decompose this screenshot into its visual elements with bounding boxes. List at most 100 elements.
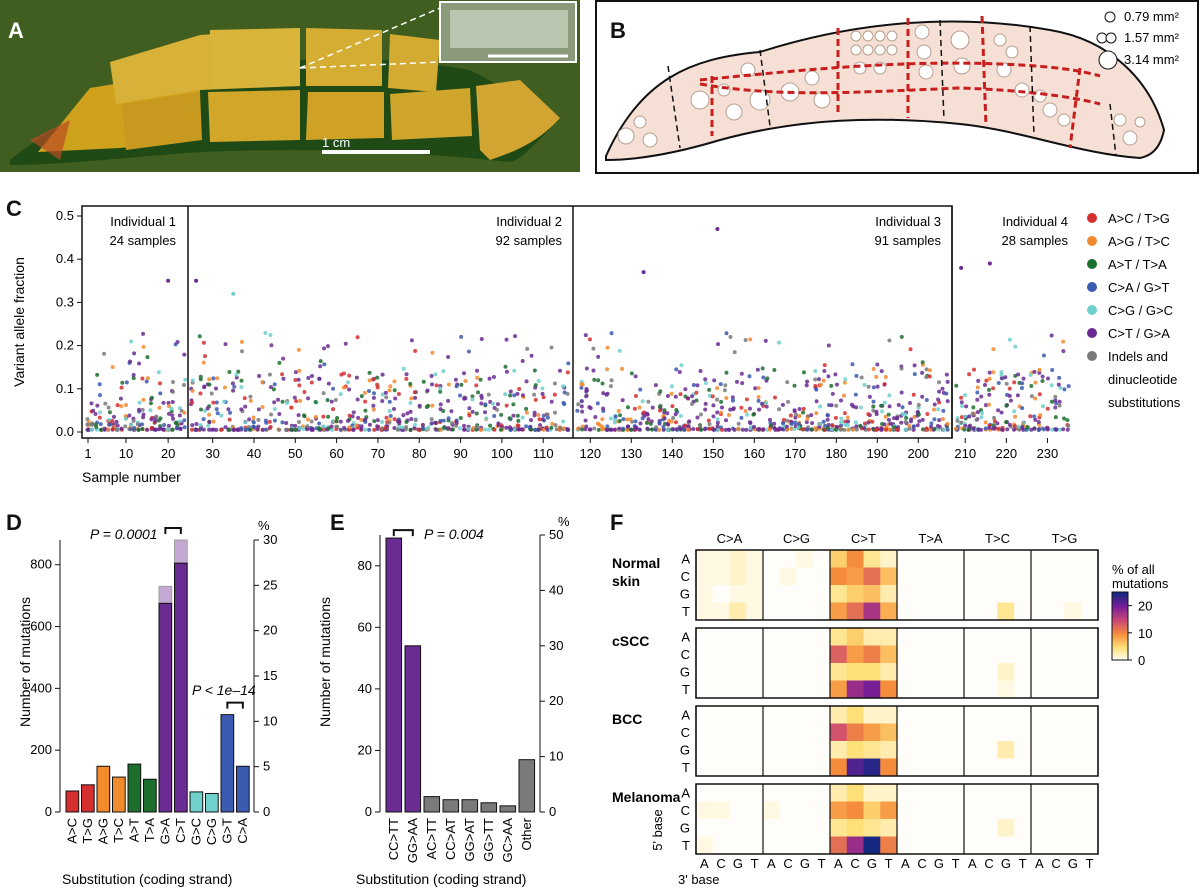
data-point (920, 360, 925, 365)
data-point (777, 340, 782, 345)
data-point (372, 427, 377, 432)
data-point (297, 383, 302, 388)
heatmap-cell (930, 645, 948, 664)
heatmap-cell (830, 801, 848, 820)
data-point (226, 407, 231, 412)
heatmap-cell (1064, 723, 1082, 742)
three-prime-base-label: A (1035, 856, 1044, 871)
data-point (805, 416, 810, 421)
data-point (354, 375, 359, 380)
data-point (120, 380, 125, 385)
heatmap-cell (930, 706, 948, 724)
heatmap-cell (1081, 663, 1099, 681)
data-point (462, 371, 467, 376)
data-point (1020, 406, 1025, 411)
data-point (871, 408, 876, 413)
x-tick-label: A>T (126, 818, 141, 842)
heatmap-cell (1031, 741, 1049, 759)
colorbar-title-line-1: % of all (1112, 562, 1155, 577)
heatmap-cell (1081, 741, 1099, 759)
bar (442, 799, 460, 813)
sample-hole (996, 62, 1012, 78)
right-tick-label: 50 (549, 527, 563, 542)
data-point (412, 426, 417, 431)
sample-hole (633, 115, 647, 129)
data-point (199, 407, 204, 412)
data-point (434, 383, 439, 388)
data-point (617, 413, 622, 418)
data-point (911, 427, 916, 432)
data-point (554, 427, 559, 432)
data-point (1056, 382, 1061, 387)
data-point (341, 371, 346, 376)
heatmap-cell (880, 550, 898, 568)
data-point (550, 421, 555, 426)
data-point (992, 425, 997, 430)
data-point (1032, 369, 1037, 374)
legend-label: C>G / G>C (1108, 303, 1173, 318)
heatmap-cell (846, 819, 864, 837)
data-point (620, 398, 625, 403)
data-point (886, 417, 891, 422)
data-point (757, 407, 762, 412)
colorbar-segment (1112, 621, 1128, 625)
sample-hole (874, 44, 886, 56)
data-point (920, 370, 925, 375)
data-point (355, 397, 360, 402)
right-tick-label: 20 (263, 623, 277, 638)
heatmap-cell (763, 645, 781, 664)
heatmap-cell (964, 663, 982, 681)
data-point (838, 398, 843, 403)
data-point (645, 426, 650, 431)
data-point (363, 408, 368, 413)
data-point (227, 369, 232, 374)
bar (112, 776, 126, 813)
heatmap-cell (846, 680, 864, 699)
data-point (937, 418, 942, 423)
data-point (462, 396, 467, 401)
significance-bracket (164, 527, 182, 534)
data-point (580, 382, 585, 387)
heatmap-cell (930, 567, 948, 586)
data-point (1045, 376, 1050, 381)
legend-swatch (1087, 213, 1097, 223)
data-point (703, 401, 708, 406)
data-point (1057, 403, 1062, 408)
data-point (866, 412, 871, 417)
data-point (305, 427, 310, 432)
heatmap-cell (712, 680, 730, 699)
data-point (711, 414, 716, 419)
data-point (119, 404, 124, 409)
right-tick-label: 0 (263, 804, 270, 819)
data-point (859, 375, 864, 380)
data-point (846, 427, 851, 432)
heatmap-cell (863, 758, 881, 777)
three-prime-base-label: A (968, 856, 977, 871)
data-point (658, 408, 663, 413)
data-point (983, 420, 988, 425)
data-point (927, 374, 932, 379)
data-point (850, 362, 855, 367)
three-prime-base-label: C (716, 856, 725, 871)
data-point (280, 372, 285, 377)
colorbar-segment (1112, 641, 1128, 645)
x-tick-label: T>A (142, 818, 157, 843)
data-point (917, 419, 922, 424)
data-point (715, 420, 720, 425)
data-point (512, 427, 517, 432)
data-point (833, 415, 838, 420)
data-point (272, 407, 277, 412)
data-point (430, 382, 435, 387)
panel-c-legend: A>C / T>GA>G / T>CA>T / T>AC>A / G>TC>G … (1087, 211, 1181, 410)
heatmap-cell (1014, 550, 1032, 568)
data-point (115, 423, 120, 428)
five-prime-base-label: C (681, 803, 690, 818)
data-point (858, 423, 863, 428)
heatmap-cell (813, 706, 831, 724)
data-point (854, 424, 859, 429)
bar (127, 763, 142, 813)
data-point (268, 385, 273, 390)
data-point (162, 423, 167, 428)
heatmap-cell (1014, 758, 1032, 777)
data-point (784, 424, 789, 429)
